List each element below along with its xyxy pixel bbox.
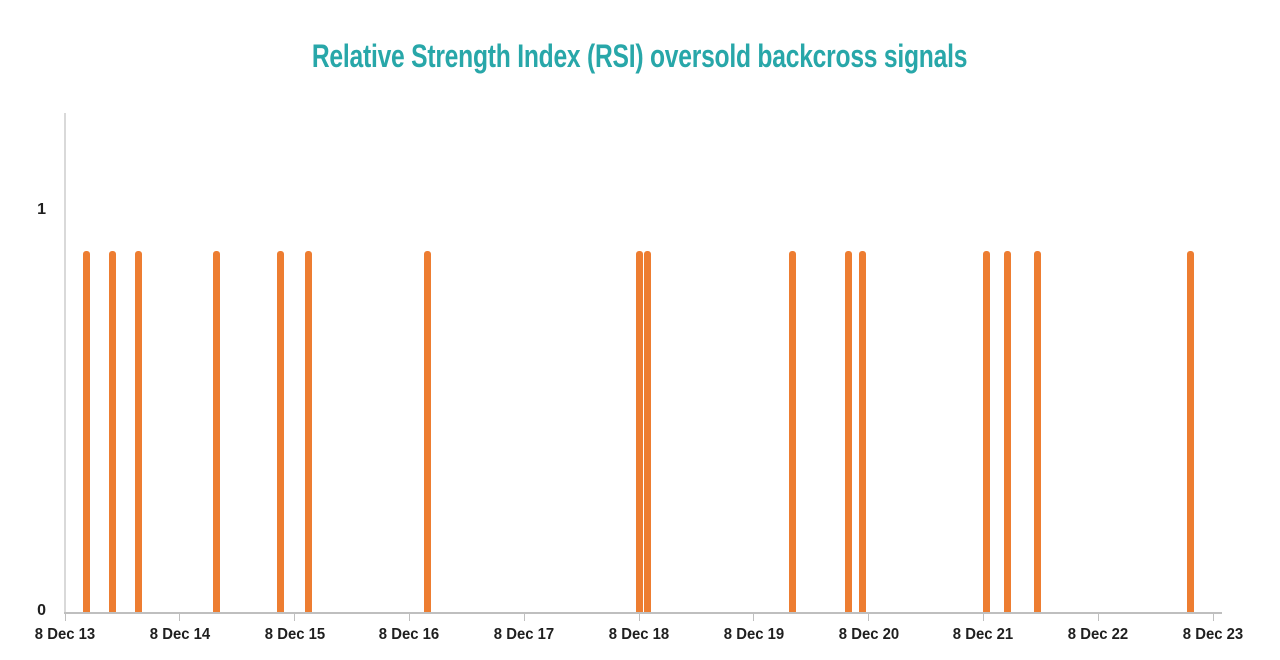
x-tick-label: 8 Dec 14 [149, 626, 210, 643]
signal-bar [983, 251, 991, 612]
signal-bar [644, 251, 652, 612]
x-tick-label: 8 Dec 20 [838, 626, 899, 643]
x-tick-label: 8 Dec 21 [953, 626, 1014, 643]
signal-bar [424, 251, 432, 612]
x-axis-tick [1097, 614, 1099, 621]
signal-bar [858, 251, 866, 612]
signal-bar [109, 251, 117, 612]
signal-bar [82, 251, 90, 612]
x-tick-label: 8 Dec 13 [34, 626, 96, 643]
x-tick-label: 8 Dec 18 [608, 626, 670, 643]
chart-title: Relative Strength Index (RSI) oversold b… [0, 38, 1280, 75]
signal-bar [134, 251, 142, 612]
x-tick-label: 8 Dec 22 [1067, 626, 1129, 643]
x-axis-line [64, 612, 1222, 614]
x-axis-tick [64, 614, 66, 621]
x-axis-tick [1212, 614, 1214, 621]
x-axis-tick [638, 614, 640, 621]
signal-bar [788, 251, 796, 612]
signal-bar [304, 251, 312, 612]
signal-bar [1187, 251, 1195, 612]
x-tick-label: 8 Dec 16 [379, 626, 440, 643]
signal-bar [1034, 251, 1042, 612]
x-axis-tick [294, 614, 296, 621]
y-tick-label: 0 [37, 602, 46, 619]
signal-bar [276, 251, 284, 612]
x-axis-tick [523, 614, 525, 621]
signal-bar [1004, 251, 1012, 612]
x-tick-label: 8 Dec 19 [723, 626, 784, 643]
x-axis-tick [868, 614, 870, 621]
x-axis-tick [179, 614, 181, 621]
y-axis-line [64, 113, 66, 614]
x-tick-label: 8 Dec 15 [264, 626, 325, 643]
signal-bar [635, 251, 643, 612]
chart-title-text: Relative Strength Index (RSI) oversold b… [312, 38, 968, 74]
x-axis-tick [408, 614, 410, 621]
x-tick-label: 8 Dec 23 [1182, 626, 1244, 643]
signal-bar [213, 251, 221, 612]
signal-bar [844, 251, 852, 612]
x-tick-label: 8 Dec 17 [493, 626, 555, 643]
x-axis-tick [753, 614, 755, 621]
x-axis-tick [982, 614, 984, 621]
y-tick-label: 1 [37, 201, 46, 218]
